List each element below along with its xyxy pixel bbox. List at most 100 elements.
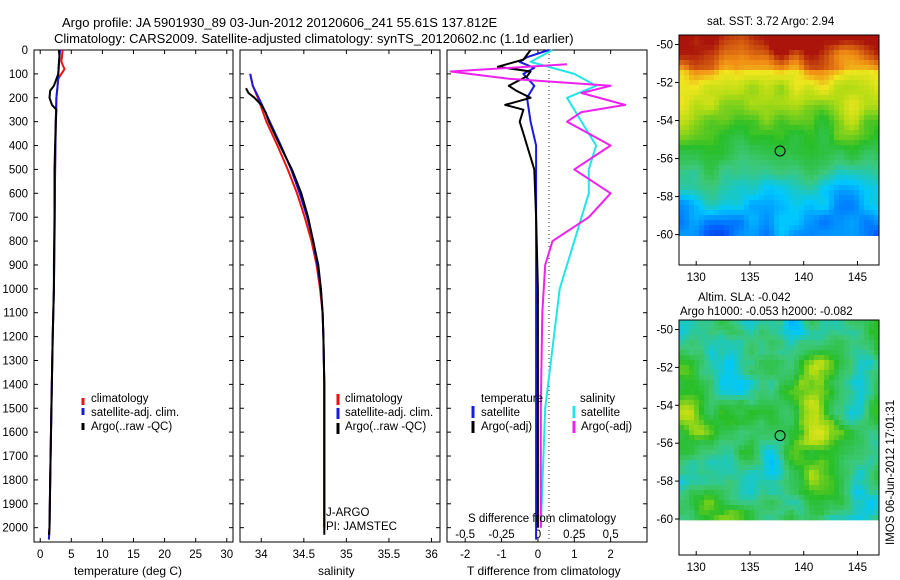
field-cell [774, 345, 780, 351]
field-cell [749, 515, 755, 521]
field-cell [754, 405, 760, 411]
field-cell [874, 60, 880, 66]
field-cell [739, 40, 745, 46]
field-cell [844, 60, 850, 66]
field-cell [794, 330, 800, 336]
field-cell [709, 490, 715, 496]
field-cell [854, 320, 860, 326]
field-cell [719, 455, 725, 461]
field-cell [779, 360, 785, 366]
field-cell [824, 100, 830, 106]
field-cell [754, 365, 760, 371]
field-cell [734, 215, 740, 221]
field-cell [824, 330, 830, 336]
field-cell [739, 125, 745, 131]
field-cell [734, 400, 740, 406]
field-cell [834, 190, 840, 196]
field-cell [709, 85, 715, 91]
field-cell [769, 505, 775, 511]
field-cell [719, 185, 725, 191]
field-cell [694, 450, 700, 456]
field-cell [809, 140, 815, 146]
field-cell [719, 95, 725, 101]
field-cell [779, 190, 785, 196]
field-cell [859, 430, 865, 436]
lon-tick-label: 140 [794, 272, 813, 284]
field-cell [759, 150, 765, 156]
field-cell [749, 465, 755, 471]
field-cell [709, 155, 715, 161]
field-cell [704, 55, 710, 61]
field-cell [694, 485, 700, 491]
field-cell [804, 330, 810, 336]
field-cell [824, 435, 830, 441]
field-cell [744, 195, 750, 201]
field-cell [694, 75, 700, 81]
field-cell [744, 90, 750, 96]
field-cell [854, 180, 860, 186]
field-cell [819, 40, 825, 46]
field-cell [849, 220, 855, 226]
field-cell [809, 415, 815, 421]
field-cell [814, 490, 820, 496]
field-cell [729, 480, 735, 486]
field-cell [799, 190, 805, 196]
field-cell [699, 470, 705, 476]
field-cell [764, 350, 770, 356]
field-cell [834, 65, 840, 71]
field-cell [709, 395, 715, 401]
field-cell [854, 220, 860, 226]
field-cell [809, 405, 815, 411]
field-cell [724, 45, 730, 51]
field-cell [839, 225, 845, 231]
field-cell [779, 475, 785, 481]
field-cell [794, 485, 800, 491]
field-cell [864, 340, 870, 346]
field-cell [774, 155, 780, 161]
field-cell [739, 370, 745, 376]
field-cell [744, 235, 750, 236]
field-cell [859, 390, 865, 396]
field-cell [814, 230, 820, 236]
field-cell [809, 425, 815, 431]
field-cell [749, 220, 755, 226]
field-cell [789, 205, 795, 211]
field-cell [794, 90, 800, 96]
field-cell [709, 455, 715, 461]
field-cell [804, 195, 810, 201]
field-cell [764, 85, 770, 91]
field-cell [744, 475, 750, 481]
field-cell [789, 225, 795, 231]
field-cell [694, 435, 700, 441]
field-cell [794, 470, 800, 476]
field-cell [849, 450, 855, 456]
field-cell [859, 175, 865, 181]
field-cell [724, 125, 730, 131]
field-cell [799, 325, 805, 331]
field-cell [814, 365, 820, 371]
field-cell [819, 115, 825, 121]
field-cell [824, 385, 830, 391]
x-tick-label: -1 [496, 549, 506, 561]
field-cell [744, 360, 750, 366]
field-cell [779, 200, 785, 206]
field-cell [704, 105, 710, 111]
field-cell [719, 220, 725, 226]
field-cell [724, 50, 730, 56]
field-cell [869, 390, 875, 396]
field-cell [764, 455, 770, 461]
field-cell [799, 205, 805, 211]
field-cell [744, 225, 750, 231]
field-cell [844, 460, 850, 466]
field-cell [689, 145, 695, 151]
field-cell [794, 350, 800, 356]
field-cell [739, 135, 745, 141]
field-cell [859, 405, 865, 411]
field-cell [819, 55, 825, 61]
field-cell [874, 95, 880, 101]
field-cell [769, 125, 775, 131]
field-cell [734, 365, 740, 371]
field-cell [764, 345, 770, 351]
field-cell [844, 130, 850, 136]
field-cell [684, 50, 690, 56]
